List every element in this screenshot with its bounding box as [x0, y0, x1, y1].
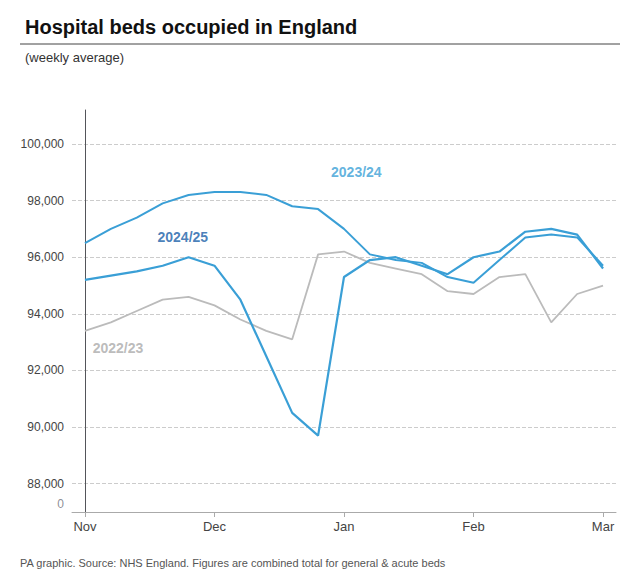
svg-text:92,000: 92,000 [27, 363, 64, 377]
svg-text:88,000: 88,000 [27, 477, 64, 491]
svg-text:(weekly average): (weekly average) [25, 50, 124, 65]
svg-text:Dec: Dec [203, 519, 227, 534]
svg-text:Feb: Feb [462, 519, 484, 534]
svg-text:Hospital beds occupied in Engl: Hospital beds occupied in England [25, 16, 357, 38]
svg-text:PA graphic. Source: NHS Englan: PA graphic. Source: NHS England. Figures… [20, 557, 446, 569]
svg-text:2022/23: 2022/23 [93, 340, 144, 356]
svg-text:Mar: Mar [592, 519, 615, 534]
svg-text:2023/24: 2023/24 [331, 164, 382, 180]
svg-text:2024/25: 2024/25 [157, 229, 208, 245]
svg-text:0: 0 [57, 497, 64, 511]
svg-text:98,000: 98,000 [27, 194, 64, 208]
svg-text:96,000: 96,000 [27, 250, 64, 264]
svg-text:Nov: Nov [73, 519, 97, 534]
svg-text:Jan: Jan [334, 519, 355, 534]
svg-text:100,000: 100,000 [21, 137, 65, 151]
svg-text:90,000: 90,000 [27, 420, 64, 434]
svg-text:94,000: 94,000 [27, 307, 64, 321]
